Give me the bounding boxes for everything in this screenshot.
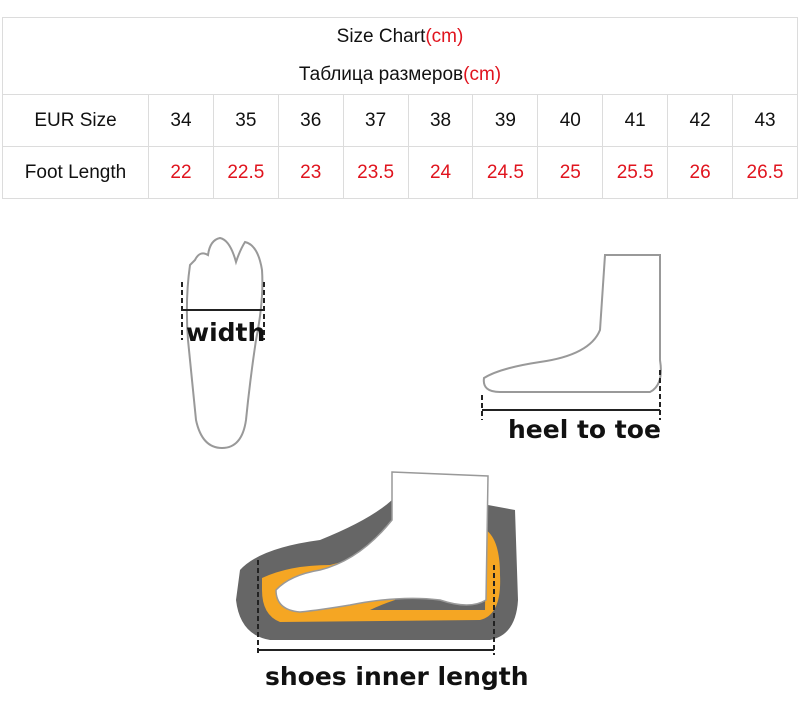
cell: 24: [407, 146, 474, 199]
shoe-cross-section-illustration: [236, 471, 518, 640]
cell: 40: [537, 94, 604, 147]
cell: 37: [342, 94, 409, 147]
cell: 26.5: [732, 146, 798, 199]
table-row-foot-length: Foot Length 22 22.5 23 23.5 24 24.5 25 2…: [2, 146, 798, 199]
cell: 39: [472, 94, 539, 147]
cell: 43: [732, 94, 798, 147]
cell: 41: [602, 94, 669, 147]
cell: 38: [407, 94, 474, 147]
row-label: Foot Length: [2, 146, 149, 199]
cell: 24.5: [472, 146, 539, 199]
cell: 42: [667, 94, 734, 147]
chart-title: Size Chart(cm): [2, 17, 798, 56]
heel-to-toe-label: heel to toe: [508, 415, 661, 444]
cell: 34: [148, 94, 214, 147]
inner-length-measure-marks: [257, 560, 495, 655]
width-label: width: [186, 318, 266, 347]
cell: 22.5: [212, 146, 279, 199]
cell: 23: [277, 146, 344, 199]
chart-subtitle: Таблица размеров(cm): [2, 56, 798, 95]
cell: 26: [667, 146, 734, 199]
cell: 23.5: [342, 146, 409, 199]
table-row-eur-size: EUR Size 34 35 36 37 38 39 40 41 42 43: [2, 94, 798, 147]
heel-to-toe-measure-marks: [481, 370, 661, 420]
foot-side-view-illustration: [482, 254, 662, 393]
size-chart-table: Size Chart(cm) Таблица размеров(cm) EUR …: [2, 17, 798, 199]
cell: 22: [148, 146, 214, 199]
shoes-inner-length-label: shoes inner length: [265, 662, 529, 691]
cell: 35: [212, 94, 279, 147]
row-label: EUR Size: [2, 94, 149, 147]
